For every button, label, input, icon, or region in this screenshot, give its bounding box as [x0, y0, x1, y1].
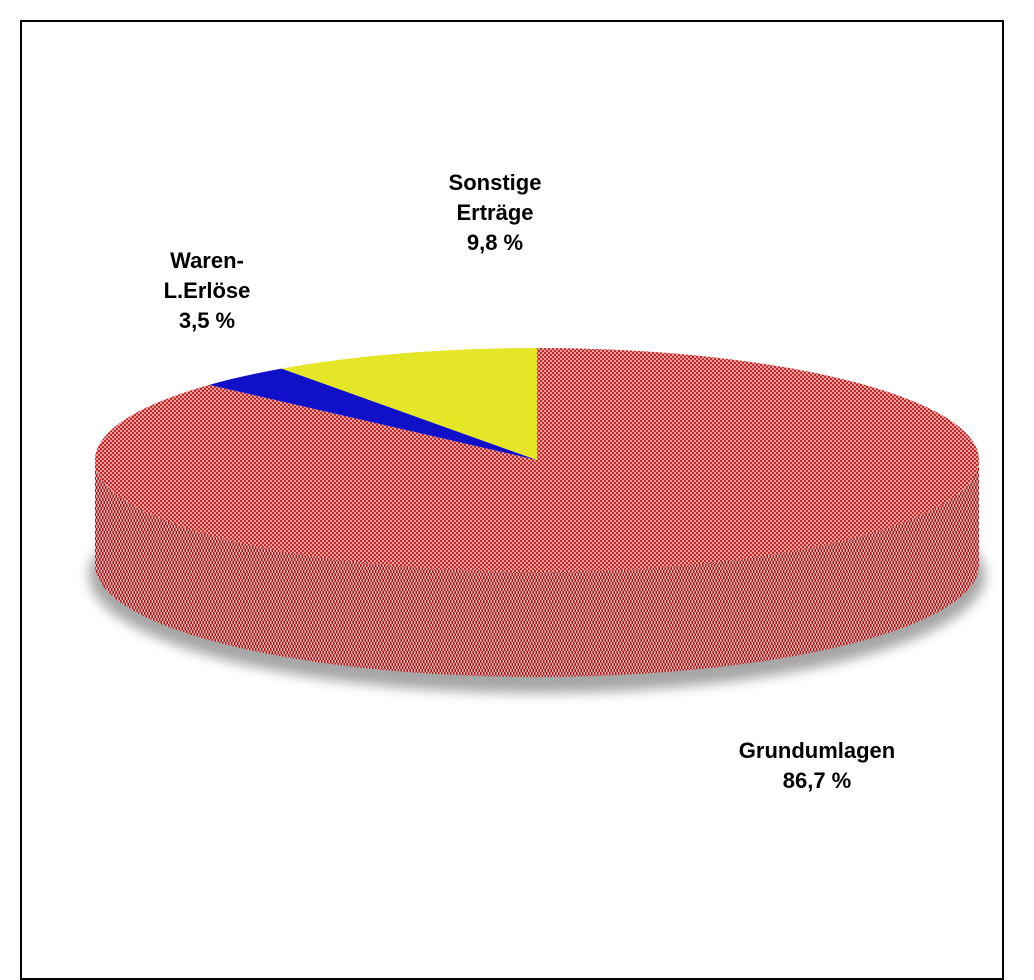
slice-label-1-line-2: 3,5 % [179, 308, 235, 333]
slice-label-1-line-1: L.Erlöse [164, 278, 251, 303]
slice-label-0-line-1: 86,7 % [783, 768, 852, 793]
slice-label-1-line-0: Waren- [170, 248, 244, 273]
slice-label-0: Grundumlagen 86,7 % [739, 738, 895, 793]
pie-slice-1 [209, 368, 537, 460]
slice-label-2-line-1: Erträge [456, 200, 533, 225]
pie-slice-2 [281, 348, 537, 460]
slice-label-1: Waren- L.Erlöse 3,5 % [164, 248, 251, 333]
slice-label-2-line-0: Sonstige [449, 170, 542, 195]
pie-side-0 [95, 460, 979, 677]
slice-label-2-line-2: 9,8 % [467, 230, 523, 255]
pie-slice-0 [95, 348, 979, 572]
slice-label-2: Sonstige Erträge 9,8 % [449, 170, 542, 255]
slice-label-0-line-0: Grundumlagen [739, 738, 895, 763]
